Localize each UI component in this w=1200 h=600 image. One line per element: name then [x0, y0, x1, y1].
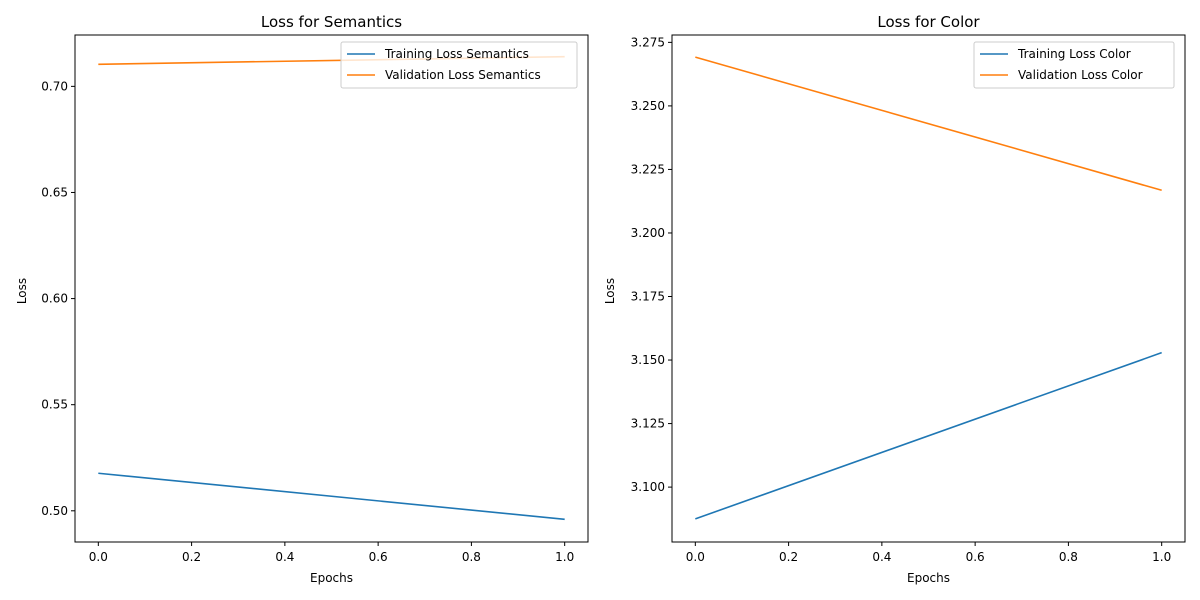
y-tick-label: 3.250: [631, 99, 665, 113]
y-tick-label: 0.60: [41, 292, 68, 306]
chart-title: Loss for Color: [877, 13, 980, 31]
legend-label-1: Validation Loss Color: [1018, 68, 1143, 82]
chart-color: Loss for Color Epochs Loss 0.0 0.2 0.4 0.6 0…: [603, 13, 1186, 585]
x-tick-label: 0.2: [779, 550, 798, 564]
series-line-0: [695, 351, 1162, 520]
y-tick-label: 0.55: [41, 398, 68, 412]
legend-frame: [340, 41, 578, 89]
x-tick-label: 1.0: [555, 550, 574, 564]
chart-semantics: Loss for Semantics Epochs Loss 0.0 0.2 0.4…: [15, 13, 589, 585]
series-line-1: [695, 56, 1162, 192]
plot-frame: [74, 34, 589, 543]
legend: Training Loss Semantics Validation Loss S…: [340, 41, 578, 89]
y-tick-label: 0.50: [41, 504, 68, 518]
y-tick-label: 3.225: [631, 162, 665, 176]
chart-title: Loss for Semantics: [261, 13, 402, 31]
x-axis-label: Epochs: [310, 571, 353, 585]
x-tick-label: 0.8: [462, 550, 481, 564]
legend-frame: [973, 41, 1175, 89]
y-axis-label: Loss: [15, 278, 29, 304]
y-tick-label: 3.100: [631, 480, 665, 494]
y-tick-label: 3.275: [631, 35, 665, 49]
x-tick-label: 0.2: [182, 550, 201, 564]
x-tick-label: 0.4: [275, 550, 294, 564]
x-tick-label: 0.0: [686, 550, 705, 564]
x-tick-label: 0.6: [369, 550, 388, 564]
legend-label-0: Training Loss Color: [1017, 47, 1131, 61]
x-tick-label: 0.6: [966, 550, 985, 564]
x-axis-label: Epochs: [907, 571, 950, 585]
x-tick-label: 1.0: [1152, 550, 1171, 564]
y-tick-label: 3.200: [631, 226, 665, 240]
legend: Training Loss Color Validation Loss Color: [973, 41, 1175, 89]
series-line-0: [98, 472, 565, 521]
legend-label-0: Training Loss Semantics: [384, 47, 529, 61]
x-tick-label: 0.8: [1059, 550, 1078, 564]
y-axis-label: Loss: [603, 278, 617, 304]
y-tick-label: 3.175: [631, 290, 665, 304]
y-tick-label: 3.150: [631, 353, 665, 367]
x-tick-label: 0.0: [89, 550, 108, 564]
y-tick-label: 0.65: [41, 185, 68, 199]
y-tick-label: 3.125: [631, 417, 665, 431]
plot-frame: [671, 34, 1186, 543]
x-tick-label: 0.4: [872, 550, 891, 564]
y-tick-label: 0.70: [41, 79, 68, 93]
legend-label-1: Validation Loss Semantics: [385, 68, 541, 82]
